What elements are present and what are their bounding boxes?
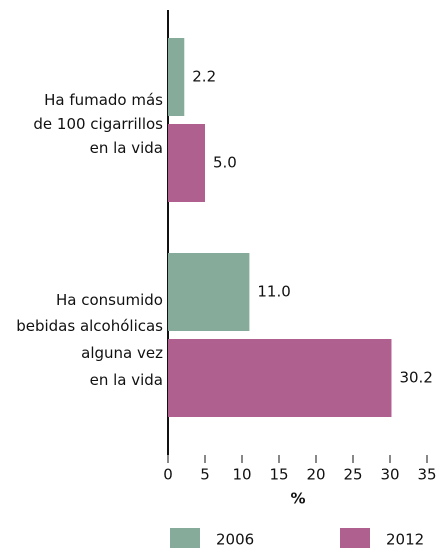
x-tick-label: 10 (232, 466, 251, 484)
legend-label: 2012 (386, 531, 424, 549)
category-line: en la vida (90, 371, 163, 389)
bar (168, 339, 392, 417)
legend-label: 2006 (216, 531, 254, 549)
x-tick-label: 5 (200, 466, 210, 484)
x-tick-label: 20 (306, 466, 325, 484)
category-label: Ha consumido bebidas alcohólicas alguna ve… (16, 291, 163, 389)
value-label: 2.2 (192, 68, 216, 86)
x-tick-label: 30 (380, 466, 399, 484)
x-tick-label: 0 (163, 466, 173, 484)
category-label: Ha fumado más de 100 cigarrillos en la vid… (33, 91, 163, 157)
value-label: 11.0 (257, 283, 290, 301)
x-axis-label: % (290, 490, 305, 508)
value-label: 5.0 (213, 154, 237, 172)
category-line: en la vida (90, 139, 163, 157)
category-line: bebidas alcohólicas (16, 317, 163, 335)
category-line: de 100 cigarrillos (33, 115, 163, 133)
legend-swatch (340, 528, 370, 548)
bar (168, 124, 205, 202)
bar (168, 253, 250, 331)
legend-swatch (170, 528, 200, 548)
value-label: 30.2 (399, 369, 432, 387)
bar (168, 38, 185, 116)
x-tick-label: 15 (269, 466, 288, 484)
category-line: alguna vez (81, 344, 163, 362)
category-line: Ha consumido (56, 291, 163, 309)
x-tick-label: 25 (343, 466, 362, 484)
x-tick-label: 35 (417, 466, 436, 484)
category-line: Ha fumado más (44, 91, 163, 109)
